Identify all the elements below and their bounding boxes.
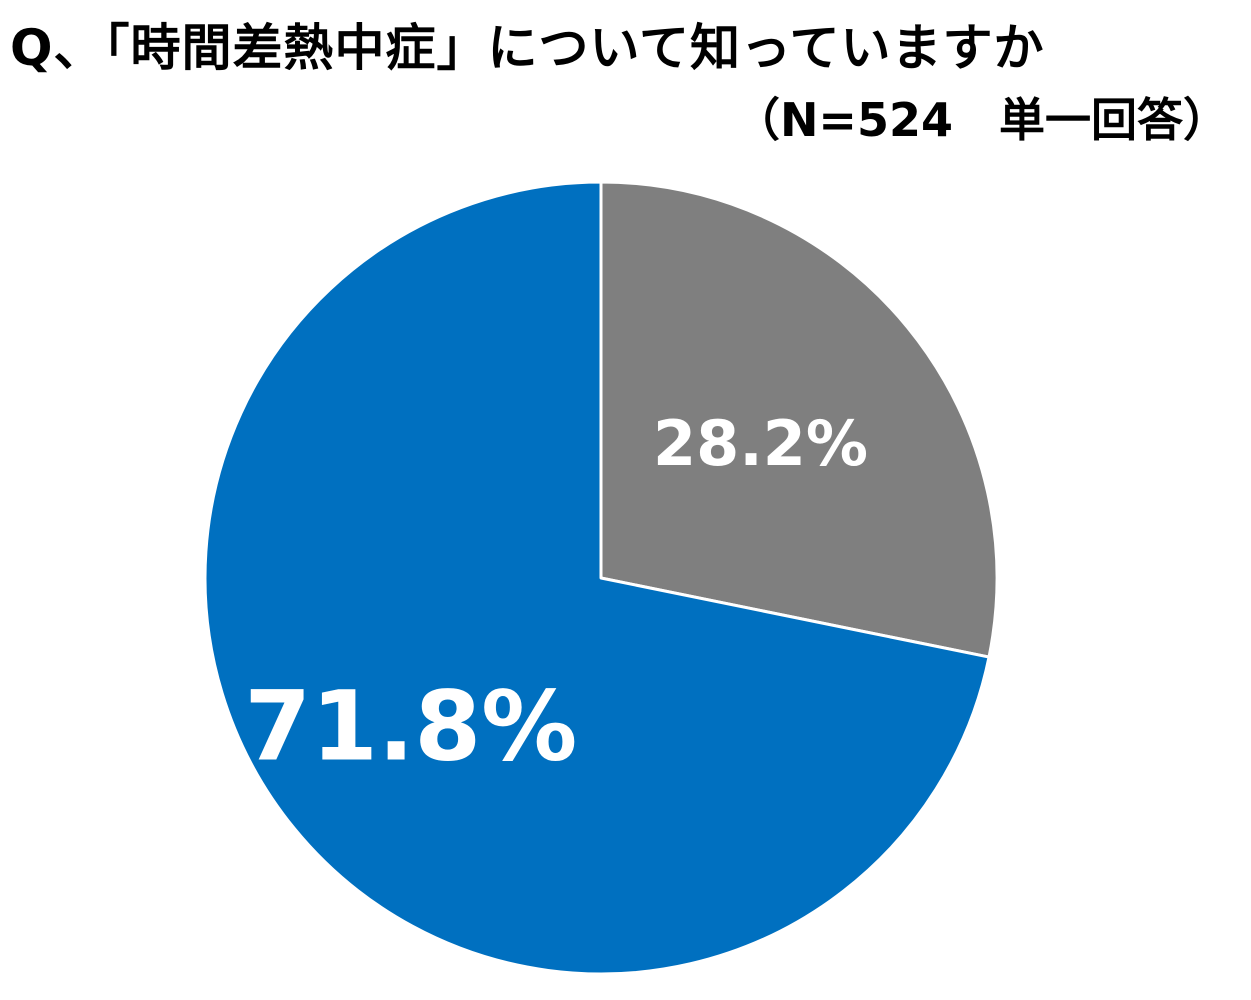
chart-title: Q、「時間差熱中症」について知っていますか — [10, 19, 1045, 77]
pie-slice-0 — [599, 180, 999, 659]
pie-slice-label-0: 28.2% — [653, 407, 868, 480]
chart-subtitle: （N=524 単一回答） — [733, 93, 1229, 147]
pie-slice-label-1: 71.8% — [244, 671, 577, 783]
pie-slice-1 — [203, 180, 991, 976]
